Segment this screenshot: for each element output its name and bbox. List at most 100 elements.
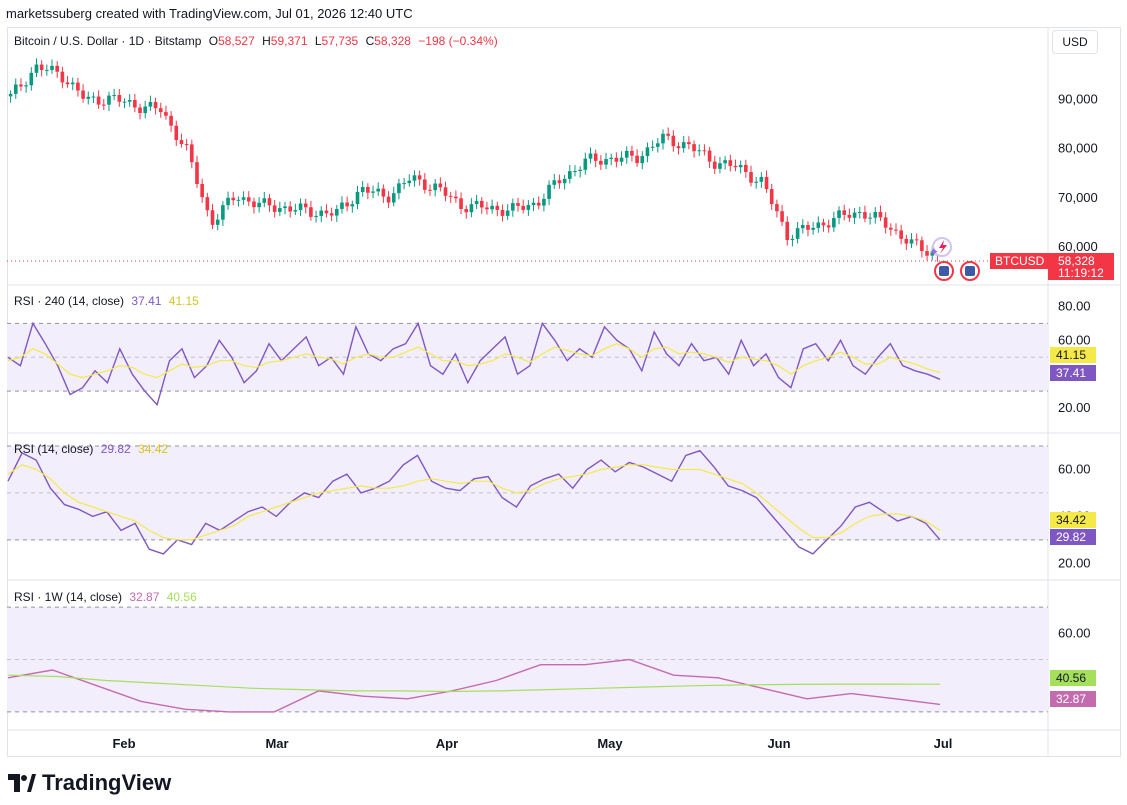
bar-countdown: 11:19:12 (1058, 266, 1104, 280)
candle-body (402, 183, 406, 185)
candle-body (278, 208, 282, 212)
candle-body (516, 203, 520, 206)
candle-body (200, 184, 204, 198)
price-tick-label: 80,000 (1058, 141, 1098, 156)
rsi-240-ma-value: 41.15 (168, 294, 199, 308)
time-tick-label: Mar (265, 736, 288, 751)
rsi-weekly-ma-value: 40.56 (166, 590, 197, 604)
candle-body (169, 115, 173, 126)
rsi-240-panel: 80.00 60.00 20.00 41.15 37.41 (7, 298, 1096, 415)
main-legend: Bitcoin / U.S. Dollar · 1D · Bitstamp O5… (14, 34, 502, 48)
candle-body (655, 143, 660, 147)
candle-body (257, 202, 261, 208)
candle-body (536, 202, 541, 206)
rsi-daily-value: 29.82 (100, 442, 131, 456)
candle-body (847, 214, 852, 218)
candle-body (241, 197, 246, 200)
sparkle-icon: ✦ (929, 245, 939, 259)
candle-body (283, 206, 287, 209)
candle-body (366, 187, 370, 193)
rsi-line (7, 321, 941, 407)
candle-body (635, 155, 639, 164)
candle-body (319, 210, 324, 216)
rsi-tick-label: 60.00 (1058, 332, 1091, 347)
candle-body (101, 104, 106, 106)
candle-body (567, 171, 572, 179)
candle-body (112, 94, 116, 96)
candle-body (728, 160, 733, 166)
candle-body (894, 229, 898, 231)
candle-body (13, 84, 18, 94)
candle-body (107, 95, 111, 105)
candle-body (624, 150, 629, 158)
candle-body (863, 212, 867, 219)
event-markers[interactable]: ✦ (929, 237, 980, 281)
candle-body (531, 202, 536, 206)
candle-body (619, 157, 624, 162)
rsi-240-title: RSI · 240 (14, close) (14, 294, 125, 308)
candle-body (314, 215, 318, 217)
low-label: L (314, 34, 322, 48)
candle-body (718, 163, 722, 169)
close-label: C (365, 34, 375, 48)
rsi-value-badge-value: 37.41 (1056, 366, 1086, 380)
candle-body (764, 176, 769, 190)
candle-body (350, 204, 355, 207)
rsi-ma-badge (1050, 347, 1096, 363)
rsi-tick-label: 20.00 (1058, 555, 1091, 570)
candle-body (50, 65, 54, 70)
candle-body (842, 210, 847, 215)
candle-body (340, 202, 344, 209)
candle-body (293, 210, 298, 212)
candle-body (661, 133, 665, 144)
price-tick-label: 90,000 (1058, 91, 1098, 106)
candle-body (469, 204, 474, 213)
candle-body (288, 206, 293, 212)
candle-body (355, 191, 360, 205)
candle-body (422, 179, 427, 190)
rsi-line (7, 449, 941, 555)
candle-body (650, 146, 655, 148)
candle-body (153, 101, 158, 109)
candle-body (666, 133, 670, 136)
candle-body (428, 189, 432, 191)
symbol-title: Bitcoin / U.S. Dollar · 1D · Bitstamp (14, 34, 202, 48)
candle-body (345, 202, 349, 207)
currency-selector[interactable]: USD (1052, 30, 1098, 54)
candle-body (381, 188, 386, 197)
candle-body (925, 251, 929, 256)
candle-body (371, 191, 375, 193)
candle-body (55, 65, 60, 72)
candle-body (775, 204, 779, 212)
price-axis: 90,000 80,000 70,000 60,000 (1058, 91, 1098, 254)
candle-body (246, 197, 251, 202)
candle-body (397, 183, 401, 194)
candle-body (24, 85, 28, 87)
rsi-line (7, 658, 941, 713)
candle-body (252, 201, 256, 208)
candle-body (433, 183, 437, 191)
candle-body (573, 171, 577, 173)
candle-body (81, 90, 85, 99)
candle-body (744, 164, 748, 172)
rsi-240-value: 37.41 (131, 294, 162, 308)
rsi-weekly-legend: RSI · 1W (14, close) 32.87 40.56 (14, 590, 201, 604)
candle-body (360, 187, 365, 192)
time-tick-label: Feb (112, 736, 135, 751)
rsi-weekly-value: 32.87 (129, 590, 160, 604)
candle-body (236, 199, 241, 201)
candle-body (547, 184, 551, 199)
candle-body (816, 222, 821, 228)
candle-body (857, 212, 862, 214)
candle-body (19, 84, 23, 87)
candle-body (138, 107, 142, 114)
candle-body (645, 147, 650, 157)
candle-body (226, 197, 230, 206)
candle-body (904, 238, 909, 244)
tradingview-logo[interactable]: TradingView (8, 770, 171, 796)
rsi-weekly-title: RSI · 1W (14, close) (14, 590, 123, 604)
close-value: 58,328 (374, 34, 411, 48)
lightning-glyph (939, 240, 947, 254)
rsi-value-badge-value: 29.82 (1056, 530, 1086, 544)
